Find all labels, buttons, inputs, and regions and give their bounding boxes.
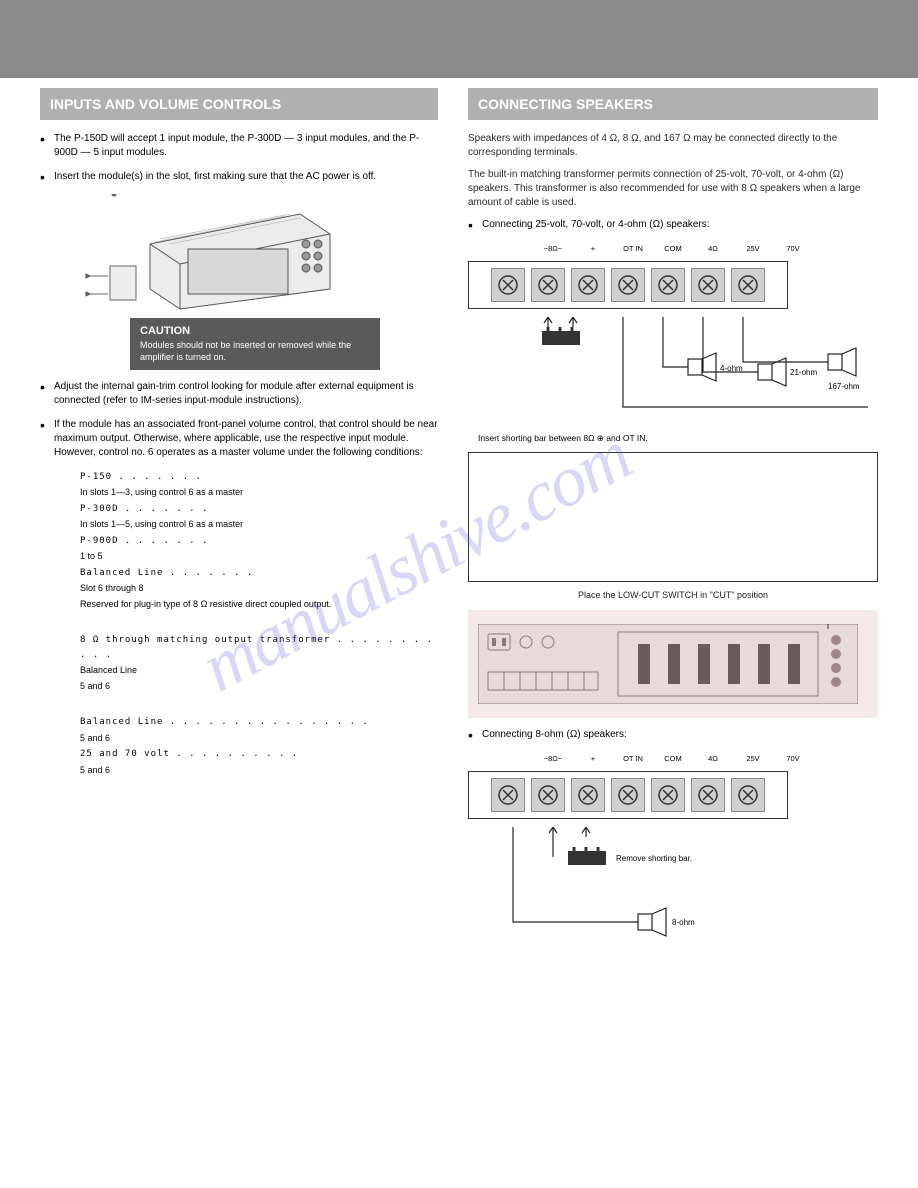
caution-body: Modules should not be inserted or remove…: [140, 340, 351, 362]
terminal-screw: [651, 778, 685, 812]
bullet-item: • Adjust the internal gain-trim control …: [40, 380, 438, 408]
terminal-screw: [731, 268, 765, 302]
left-column: INPUTS AND VOLUME CONTROLS • The P-150D …: [40, 78, 438, 947]
terminal-screw: [611, 268, 645, 302]
bullet-text: Insert the module(s) in the slot, first …: [54, 170, 438, 184]
terminal-screw: [491, 268, 525, 302]
terminal-screw: [731, 778, 765, 812]
terminal-screw: [531, 268, 565, 302]
speaker-label: 21-ohm: [790, 368, 817, 377]
section-header-label: CONNECTING SPEAKERS: [478, 96, 653, 112]
speaker-label: 4-ohm: [720, 364, 743, 373]
spec-line: In slots 1—5, using control 6 as a maste…: [80, 518, 438, 532]
bullet-item: • Connecting 8-ohm (Ω) speakers:: [468, 728, 878, 742]
terminal-diagram-1: −8Ω− + OT IN COM 4Ω 25V 70V: [468, 242, 878, 444]
top-banner: [0, 0, 918, 78]
terminal-labels: −8Ω− + OT IN COM 4Ω 25V 70V: [468, 752, 878, 763]
page-content: INPUTS AND VOLUME CONTROLS • The P-150D …: [0, 78, 918, 947]
bullet-item: • Insert the module(s) in the slot, firs…: [40, 170, 438, 184]
section-header-inputs: INPUTS AND VOLUME CONTROLS: [40, 88, 438, 120]
spec-line: Slot 6 through 8: [80, 582, 438, 596]
spec-line: 5 and 6: [80, 680, 438, 694]
bullet-mark: •: [40, 170, 54, 184]
terminal-labels: −8Ω− + OT IN COM 4Ω 25V 70V: [468, 242, 878, 253]
right-column: CONNECTING SPEAKERS Speakers with impeda…: [468, 78, 878, 947]
spec-line: Balanced Line . . . . . . .: [80, 566, 438, 581]
spec-line: P-150 . . . . . . .: [80, 470, 438, 485]
spec-line: Balanced Line: [80, 664, 438, 678]
bullet-mark: •: [40, 418, 54, 460]
spec-line: In slots 1—3, using control 6 as a maste…: [80, 486, 438, 500]
section-header-label: INPUTS AND VOLUME CONTROLS: [50, 96, 281, 112]
low-cut-caption: Place the LOW-CUT SWITCH in "CUT" positi…: [468, 590, 878, 600]
terminal-screw: [611, 778, 645, 812]
terminal-screw: [691, 268, 725, 302]
bullet-text: If the module has an associated front-pa…: [54, 418, 438, 460]
terminal-screw: [491, 778, 525, 812]
bullet-mark: •: [468, 218, 482, 232]
spec-line: Reserved for plug-in type of 8 Ω resisti…: [80, 598, 438, 612]
terminal-screw: [651, 268, 685, 302]
spec-line: Balanced Line . . . . . . . . . . . . . …: [80, 715, 438, 730]
terminal-screw: [691, 778, 725, 812]
bullet-text: Connecting 25-volt, 70-volt, or 4-ohm (Ω…: [482, 218, 878, 232]
terminal-screw: [571, 778, 605, 812]
spec-line: 5 and 6: [80, 764, 438, 778]
spec-line: P-900D . . . . . . .: [80, 534, 438, 549]
wiring-diagram: 4-ohm 21-ohm 167-ohm: [468, 317, 878, 427]
terminal-strip: [468, 261, 788, 309]
rear-panel-photo: [468, 610, 878, 718]
bullet-item: • If the module has an associated front-…: [40, 418, 438, 460]
remove-bar-label: Remove shorting bar.: [616, 854, 692, 863]
framed-illustration-box: [468, 452, 878, 582]
speaker-label: 167-ohm: [828, 382, 860, 391]
spec-line: 8 Ω through matching output transformer …: [80, 633, 438, 662]
spec-line: 5 and 6: [80, 732, 438, 746]
wiring-diagram-2: Remove shorting bar. 8-ohm: [468, 827, 788, 947]
spec-line: 25 and 70 volt . . . . . . . . . .: [80, 747, 438, 762]
bullet-text: Adjust the internal gain-trim control lo…: [54, 380, 438, 408]
bullet-mark: •: [468, 728, 482, 742]
terminal-diagram-2: −8Ω− + OT IN COM 4Ω 25V 70V: [468, 752, 878, 947]
bullet-item: • Connecting 25-volt, 70-volt, or 4-ohm …: [468, 218, 878, 232]
bullet-item: • The P-150D will accept 1 input module,…: [40, 132, 438, 160]
bullet-text: The P-150D will accept 1 input module, t…: [54, 132, 438, 160]
bullet-text: Connecting 8-ohm (Ω) speakers:: [482, 728, 878, 742]
spec-line: 1 to 5: [80, 550, 438, 564]
caution-box: CAUTION Modules should not be inserted o…: [130, 318, 380, 370]
terminal-screw: [531, 778, 565, 812]
section-header-speakers: CONNECTING SPEAKERS: [468, 88, 878, 120]
intro-text: The built-in matching transformer permit…: [468, 168, 878, 210]
amplifier-sketch: [80, 194, 438, 314]
intro-text: Speakers with impedances of 4 Ω, 8 Ω, an…: [468, 132, 878, 160]
terminal-strip: [468, 771, 788, 819]
bullet-mark: •: [40, 380, 54, 408]
caution-title: CAUTION: [140, 324, 370, 338]
speaker-label: 8-ohm: [672, 918, 695, 927]
spec-line: P-300D . . . . . . .: [80, 502, 438, 517]
terminal-screw: [571, 268, 605, 302]
shorting-bar-note: Insert shorting bar between 8Ω ⊕ and OT …: [478, 433, 878, 444]
bullet-mark: •: [40, 132, 54, 160]
